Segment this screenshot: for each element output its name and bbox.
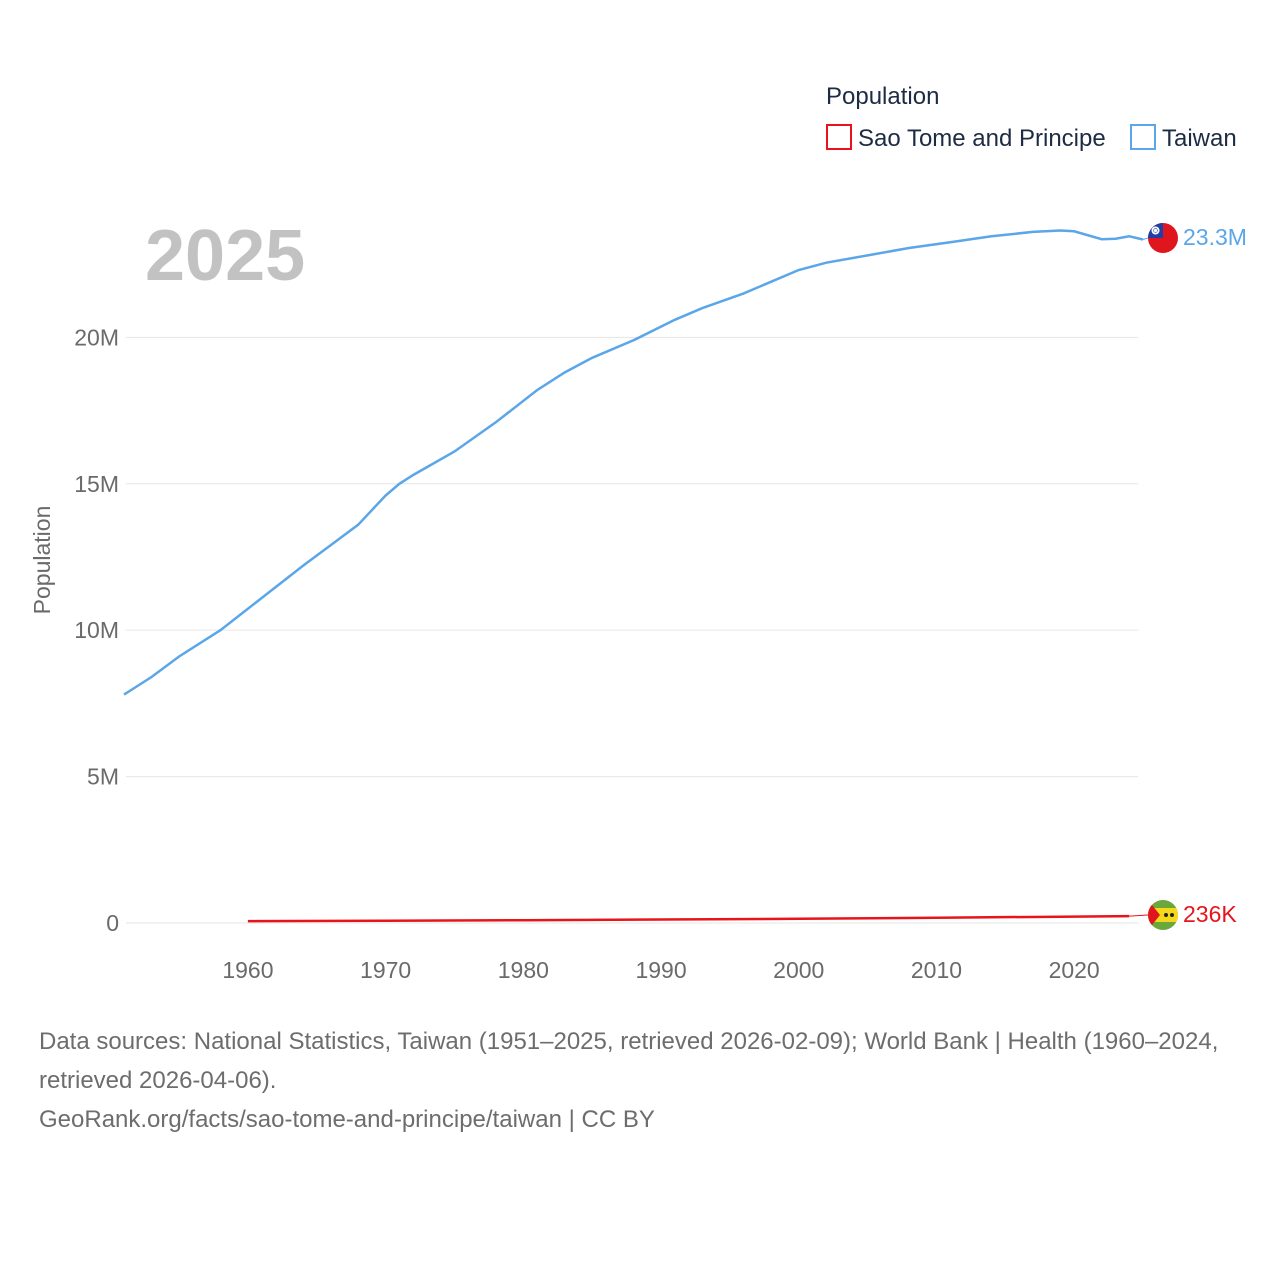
series-line-taiwan — [123, 229, 1144, 696]
taiwan-flag-icon — [1148, 223, 1178, 253]
source-link[interactable]: GeoRank.org/facts/sao-tome-and-principe/… — [39, 1106, 655, 1133]
year-label: 2025 — [145, 216, 305, 296]
x-tick-label: 1960 — [222, 957, 273, 983]
x-tick-label: 1990 — [635, 957, 686, 983]
legend-label-taiwan: Taiwan — [1162, 125, 1237, 152]
sao-tome-flag-icon — [1148, 900, 1178, 930]
x-tick-label: 1970 — [360, 957, 411, 983]
legend-swatch-taiwan — [1130, 124, 1156, 150]
y-axis-title: Population — [29, 506, 55, 615]
legend: Population Sao Tome and Principe Taiwan — [826, 83, 1237, 152]
legend-item-sao-tome[interactable]: Sao Tome and Principe — [826, 124, 1106, 152]
data-source-note: Data sources: National Statistics, Taiwa… — [39, 1022, 1254, 1139]
y-tick-label: 0 — [106, 910, 119, 936]
y-tick-label: 10M — [74, 617, 119, 643]
end-label-taiwan: 23.3M — [1183, 224, 1247, 250]
x-tick-label: 2010 — [911, 957, 962, 983]
legend-title: Population — [826, 83, 939, 110]
end-label-sao-tome: 236K — [1183, 901, 1237, 927]
end-connector-taiwan — [1142, 237, 1149, 241]
x-tick-label: 1980 — [498, 957, 549, 983]
y-axis-ticks: 0 5M 10M 15M 20M — [74, 324, 119, 936]
y-tick-label: 5M — [87, 764, 119, 790]
series-line-sao-tome — [247, 914, 1130, 923]
y-tick-label: 15M — [74, 471, 119, 497]
source-citation: Data sources: National Statistics, Taiwa… — [39, 1028, 1219, 1094]
x-axis-ticks: 1960 1970 1980 1990 2000 2010 2020 — [222, 957, 1099, 983]
legend-swatch-sao-tome — [826, 124, 852, 150]
population-chart: 0 5M 10M 15M 20M 1960 1970 1980 1990 2000 2010 202… — [29, 83, 1247, 983]
x-tick-label: 2000 — [773, 957, 824, 983]
y-tick-label: 20M — [74, 324, 119, 350]
legend-label-sao-tome: Sao Tome and Principe — [858, 125, 1106, 152]
gridlines — [126, 336, 1138, 924]
legend-item-taiwan[interactable]: Taiwan — [1130, 124, 1237, 152]
x-tick-label: 2020 — [1049, 957, 1100, 983]
end-connector-sao-tome — [1129, 914, 1149, 917]
